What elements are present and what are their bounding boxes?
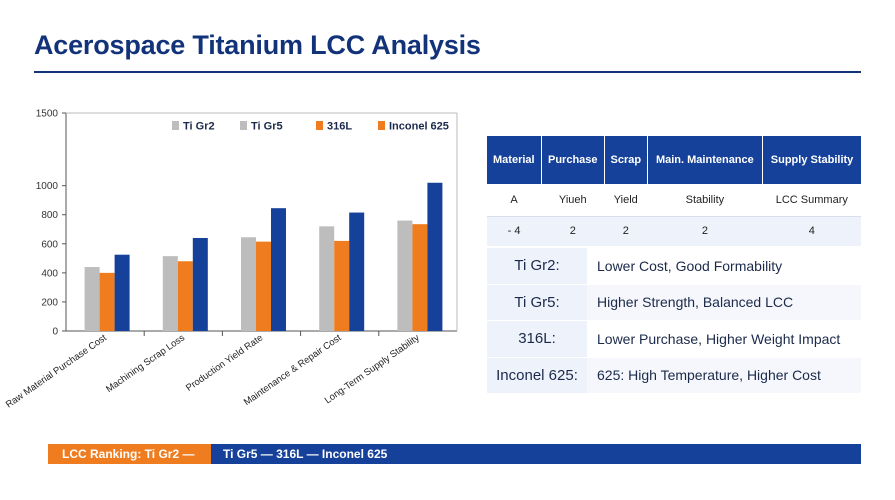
title-divider	[34, 71, 861, 73]
bar	[412, 224, 428, 331]
bar	[256, 241, 271, 331]
summary-row: Ti Gr2: Lower Cost, Good Formability	[487, 248, 861, 285]
bar	[334, 240, 350, 331]
summary-row: Inconel 625: 625: High Temperature, High…	[487, 357, 861, 394]
table-header-material: Material	[487, 136, 542, 184]
table-cell: A	[487, 184, 542, 217]
bar	[397, 220, 413, 331]
summary-row: 316L: Lower Purchase, Higher Weight Impa…	[487, 321, 861, 358]
table-header-maintenance: Main. Maintenance	[647, 136, 764, 184]
chart-legend: Ti Gr2 Ti Gr5 316L Inconel 625	[172, 121, 449, 133]
table-header-supply: Supply Stability	[762, 136, 861, 184]
bar	[349, 212, 365, 331]
summary-description: Lower Cost, Good Formability	[587, 248, 861, 284]
y-tick-label: 1000	[36, 181, 59, 192]
table-cell: - 4	[487, 216, 542, 246]
table-cell: 2	[541, 216, 605, 246]
material-summary: Ti Gr2: Lower Cost, Good Formability Ti …	[487, 248, 861, 394]
table-header-scrap: Scrap	[604, 136, 648, 184]
y-tick-label: 400	[41, 268, 58, 279]
legend-swatch	[240, 121, 247, 130]
chart-bars	[84, 182, 443, 331]
bar	[241, 237, 256, 331]
table-row: - 4 2 2 2 4	[487, 216, 861, 246]
y-tick-label: 1500	[36, 109, 59, 120]
legend-label: Inconel 625	[389, 121, 449, 133]
legend-swatch	[316, 121, 323, 130]
ranking-label: LCC Ranking: Ti Gr2 —	[48, 444, 211, 464]
table-cell: 2	[647, 216, 763, 246]
summary-description: Higher Strength, Balanced LCC	[587, 284, 861, 320]
legend-label: 316L	[327, 121, 352, 133]
table-row: A Yiueh Yield Stability LCC Summary	[487, 184, 861, 217]
legend-label: Ti Gr2	[183, 121, 215, 133]
summary-description: Lower Purchase, Higher Weight Impact	[587, 321, 861, 357]
bar	[271, 208, 286, 331]
summary-row: Ti Gr5: Higher Strength, Balanced LCC	[487, 284, 861, 321]
table-cell: Yiueh	[541, 184, 605, 217]
page-title: Acerospace Titanium LCC Analysis	[34, 30, 481, 60]
summary-material: 316L:	[487, 321, 587, 357]
table-cell: 2	[604, 216, 648, 246]
lcc-ranking-bar: LCC Ranking: Ti Gr2 — Ti Gr5 — 316L — In…	[48, 444, 861, 464]
bar	[192, 237, 208, 331]
table-cell: LCC Summary	[762, 184, 861, 217]
y-tick-label: 0	[52, 327, 58, 338]
bar-chart: 0 200 400 600 800 1000 1500 Raw Material Purch…	[4, 109, 458, 411]
category-label: Raw Material Purchase Cost	[4, 332, 109, 410]
legend-swatch	[378, 121, 385, 130]
legend-label: Ti Gr5	[251, 121, 283, 133]
bar	[114, 254, 130, 331]
bar	[427, 182, 443, 331]
legend-swatch	[172, 121, 179, 130]
y-tick-label: 600	[41, 239, 58, 250]
y-tick-label: 800	[41, 210, 58, 221]
category-label: Machining Scrap Loss	[104, 332, 187, 395]
table-cell: 4	[762, 216, 861, 246]
summary-material: Ti Gr2:	[487, 248, 587, 284]
bar	[162, 256, 178, 331]
summary-material: Inconel 625:	[487, 357, 587, 393]
table-cell: Stability	[647, 184, 763, 217]
ranking-order: Ti Gr5 — 316L — Inconel 625	[211, 444, 861, 464]
bar	[177, 261, 193, 331]
bar	[319, 226, 335, 331]
table-header-purchase: Purchase	[541, 136, 605, 184]
chart-axes	[65, 112, 458, 332]
bar	[99, 272, 115, 331]
summary-material: Ti Gr5:	[487, 284, 587, 320]
comparison-table: Material Purchase Scrap Main. Maintenanc…	[487, 136, 861, 246]
table-cell: Yield	[604, 184, 648, 217]
bar	[84, 267, 100, 331]
chart-ticks: 0 200 400 600 800 1000 1500	[36, 109, 380, 338]
category-label: Production Yield Rate	[184, 332, 265, 393]
summary-description: 625: High Temperature, Higher Cost	[587, 357, 861, 393]
y-tick-label: 200	[41, 297, 58, 308]
